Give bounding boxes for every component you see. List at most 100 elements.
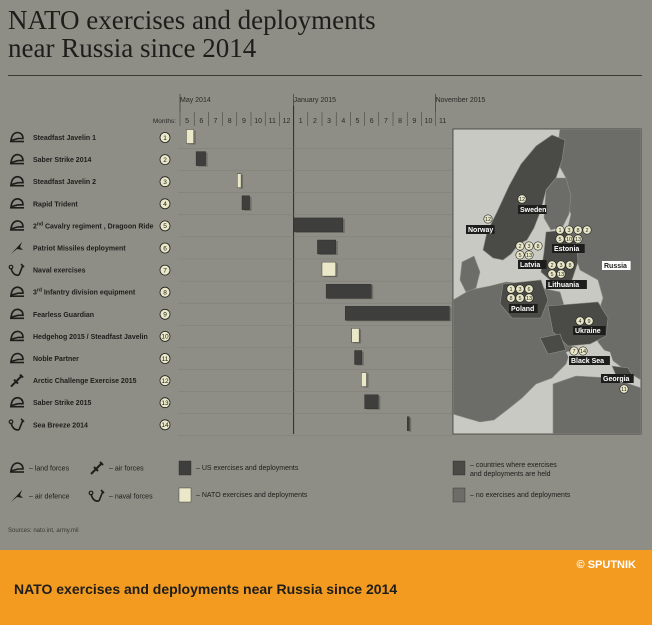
map-land-turkey bbox=[552, 375, 641, 434]
legend-none: – no exercises and deployments bbox=[452, 487, 571, 503]
gantt-bar-3 bbox=[237, 173, 242, 188]
gantt-row: Arctic Challenge Exercise 2015 12 bbox=[10, 373, 452, 392]
map-badge bbox=[506, 293, 516, 303]
map-badge-number: 8 bbox=[536, 244, 539, 250]
gantt-row: 2nd Cavalry regiment , Dragoon Ride 5 bbox=[10, 220, 452, 238]
map-badge-number: 1 bbox=[558, 228, 561, 234]
legend-label: – US exercises and deployments bbox=[196, 465, 299, 472]
row-label: Patriot Missiles deployment bbox=[33, 246, 126, 253]
axis-tick-label: 11 bbox=[269, 118, 276, 125]
row-number-badge bbox=[159, 264, 171, 276]
map-badge bbox=[547, 269, 557, 279]
footer-brand: © SPUTNIK bbox=[576, 559, 636, 571]
map-label-bg bbox=[552, 244, 585, 253]
map-country-norway: Norway 12 bbox=[466, 214, 495, 234]
legend-label: – no exercises and deployments bbox=[470, 492, 571, 499]
map-badge bbox=[524, 293, 534, 303]
row-number: 2 bbox=[163, 157, 167, 164]
title-divider bbox=[8, 75, 642, 76]
legend-label: – naval forces bbox=[109, 494, 153, 501]
map-label: Black Sea bbox=[571, 358, 604, 365]
legend-swatch bbox=[452, 460, 466, 476]
row-number-badge bbox=[159, 330, 171, 342]
axis-tick-label: 8 bbox=[228, 118, 232, 125]
legend-label: – countries where exercises and deploymen… bbox=[470, 462, 557, 478]
axis-tick-label: 12 bbox=[283, 118, 291, 125]
row-number-badge bbox=[159, 176, 171, 188]
gantt-bars bbox=[186, 129, 452, 432]
map-badge bbox=[578, 346, 588, 356]
row-number: 3 bbox=[163, 179, 167, 186]
gantt-row: Saber Strike 2014 2 bbox=[10, 153, 452, 171]
row-number-badge bbox=[159, 198, 171, 210]
map-label-bg bbox=[466, 225, 495, 234]
map-label: Estonia bbox=[554, 246, 579, 253]
row-label: Fearless Guardian bbox=[33, 312, 94, 319]
axis-date-label: May 2014 bbox=[180, 97, 211, 104]
row-label: Steadfast Javelin 1 bbox=[33, 135, 96, 142]
land-forces-icon bbox=[10, 220, 24, 231]
land-forces-icon bbox=[10, 131, 24, 142]
map-badge bbox=[564, 234, 574, 244]
row-number: 10 bbox=[161, 334, 169, 341]
gantt-bar-11 bbox=[354, 350, 363, 365]
map-label: Ukraine bbox=[575, 328, 601, 335]
land-forces-icon bbox=[10, 352, 24, 363]
map-land-uk bbox=[459, 255, 481, 293]
map-badge-number: 3 bbox=[527, 244, 530, 250]
map-badge-number: 7 bbox=[572, 349, 575, 355]
axis-tick-label: 4 bbox=[341, 118, 345, 125]
map-badge bbox=[515, 250, 525, 260]
map-label-bg bbox=[601, 374, 634, 383]
map-badge-number: 5 bbox=[518, 296, 521, 302]
gantt-bar-7 bbox=[321, 261, 336, 277]
map-badge-number: 2 bbox=[585, 228, 588, 234]
map-badge bbox=[619, 384, 629, 394]
air-defence-icon bbox=[11, 242, 23, 254]
row-number: 13 bbox=[161, 400, 169, 407]
row-number: 11 bbox=[162, 356, 169, 363]
map-label-bg bbox=[518, 205, 547, 214]
legend-nato: – NATO exercises and deployments bbox=[178, 487, 308, 503]
gantt-bar-12 bbox=[361, 372, 367, 387]
map-badge-number: 8 bbox=[509, 296, 512, 302]
row-number: 9 bbox=[163, 312, 167, 319]
map-label-bg bbox=[573, 326, 606, 335]
map-land-finland bbox=[543, 177, 572, 231]
map-badge-number: 8 bbox=[568, 263, 571, 269]
footer-title: NATO exercises and deployments near Russ… bbox=[14, 581, 398, 597]
map-badge bbox=[565, 260, 575, 270]
axis-tick-label: 9 bbox=[412, 118, 416, 125]
map-badge-number: 10 bbox=[566, 237, 572, 243]
legend-label: – air defence bbox=[29, 494, 70, 501]
map-label-bg bbox=[546, 280, 587, 289]
gantt-row: Hedgehog 2015 / Steadfast Javelin 10 bbox=[10, 330, 452, 348]
gantt-rows: Steadfast Javelin 1 1 Saber Strike 2014 2 St… bbox=[8, 131, 452, 436]
map-badge-number: 5 bbox=[558, 237, 561, 243]
land-forces-icon bbox=[10, 286, 24, 297]
map-badge-number: 13 bbox=[526, 253, 532, 259]
axis-tick-label: 6 bbox=[199, 118, 203, 125]
map-badge-number: 3 bbox=[518, 287, 521, 293]
axis-tick-label: 1 bbox=[299, 118, 303, 125]
map-badge bbox=[524, 250, 534, 260]
map-label: Russia bbox=[604, 263, 627, 270]
axis-tick-label: 9 bbox=[242, 118, 246, 125]
map-badge bbox=[533, 241, 543, 251]
legend-air: – air forces bbox=[90, 461, 144, 475]
map-badge-number: 5 bbox=[518, 253, 521, 259]
map-badge bbox=[573, 225, 583, 235]
map-badge bbox=[515, 284, 525, 294]
map-badge bbox=[582, 225, 592, 235]
row-label: Saber Strike 2014 bbox=[33, 157, 91, 164]
legend-airdef: – air defence bbox=[11, 490, 70, 502]
gantt-bar-13 bbox=[364, 394, 379, 409]
axis-date-label: November 2015 bbox=[436, 97, 486, 104]
gantt-bar-5 bbox=[293, 217, 344, 233]
land-forces-icon bbox=[10, 197, 24, 208]
row-label: Naval exercises bbox=[33, 268, 86, 275]
row-number-badge bbox=[159, 154, 171, 166]
gantt-bar-9 bbox=[344, 306, 450, 321]
